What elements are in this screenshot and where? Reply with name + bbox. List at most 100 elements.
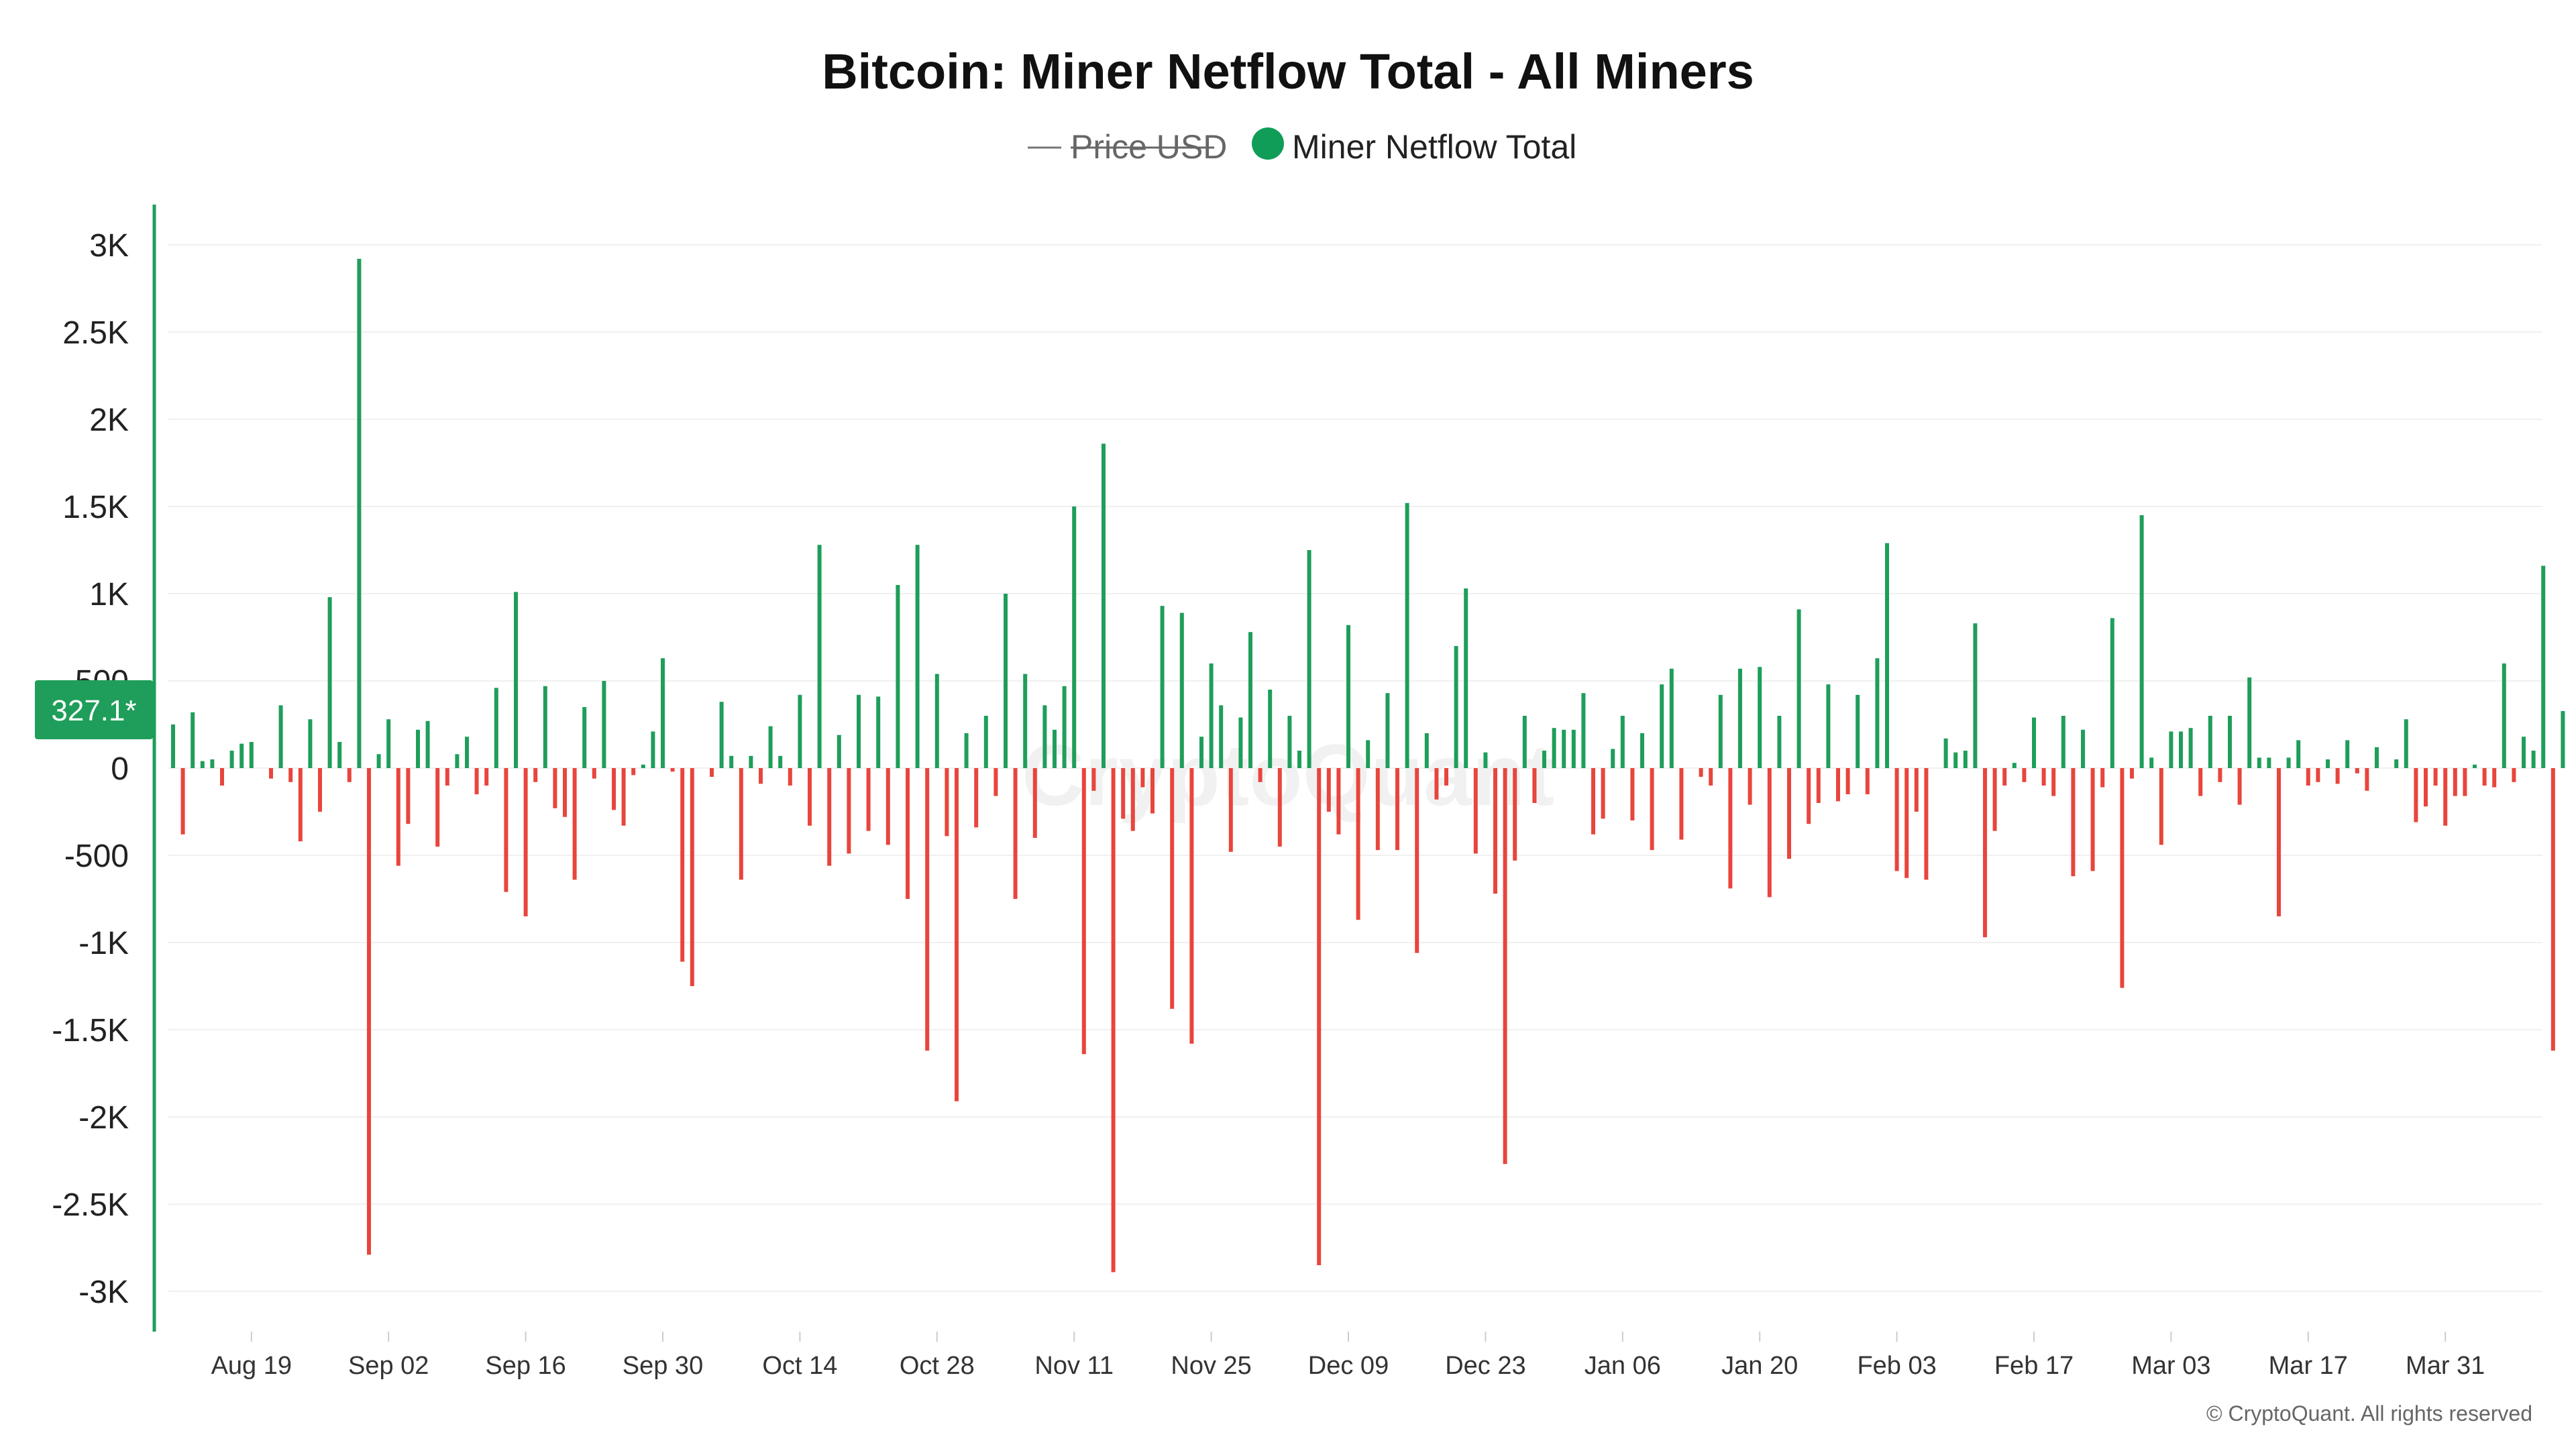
netflow-bar[interactable] [2159, 768, 2163, 845]
netflow-bar[interactable] [680, 768, 685, 962]
netflow-bar[interactable] [337, 742, 342, 768]
netflow-bar[interactable] [308, 719, 313, 768]
netflow-bar[interactable] [1571, 729, 1576, 768]
netflow-bar[interactable] [2169, 731, 2174, 768]
netflow-bar[interactable] [2551, 768, 2555, 1051]
netflow-bar[interactable] [1640, 733, 1644, 768]
netflow-bar[interactable] [1630, 768, 1635, 820]
netflow-bar[interactable] [171, 724, 175, 768]
netflow-bar[interactable] [1219, 705, 1224, 768]
netflow-bar[interactable] [582, 707, 587, 768]
netflow-bar[interactable] [1875, 658, 1880, 768]
netflow-bar[interactable] [729, 755, 734, 768]
netflow-bar[interactable] [1885, 543, 1889, 768]
netflow-bar[interactable] [1816, 768, 1821, 803]
netflow-bar[interactable] [1405, 502, 1409, 768]
netflow-bar[interactable] [906, 768, 910, 899]
netflow-bar[interactable] [1102, 443, 1106, 768]
netflow-bar[interactable] [827, 768, 832, 866]
netflow-bar[interactable] [1317, 768, 1322, 1265]
netflow-bar[interactable] [2198, 768, 2203, 796]
netflow-bar[interactable] [1140, 768, 1145, 788]
netflow-bar[interactable] [1787, 768, 1791, 859]
netflow-bar[interactable] [2355, 768, 2359, 773]
netflow-bar[interactable] [1395, 768, 1399, 851]
netflow-bar[interactable] [2149, 757, 2154, 768]
netflow-bar[interactable] [455, 754, 460, 768]
netflow-bar[interactable] [2218, 768, 2222, 782]
netflow-bar[interactable] [1023, 674, 1028, 768]
netflow-bar[interactable] [592, 768, 596, 779]
netflow-bar[interactable] [896, 585, 900, 768]
netflow-bar[interactable] [885, 768, 890, 845]
netflow-bar[interactable] [2541, 566, 2546, 768]
netflow-bar[interactable] [2110, 618, 2114, 768]
netflow-bar[interactable] [1434, 768, 1439, 800]
netflow-bar[interactable] [543, 686, 547, 768]
netflow-bar[interactable] [1179, 612, 1184, 768]
netflow-bar[interactable] [2022, 768, 2027, 782]
netflow-bar[interactable] [1679, 768, 1684, 840]
netflow-bar[interactable] [1532, 768, 1537, 803]
netflow-bar[interactable] [1807, 768, 1811, 824]
netflow-bar[interactable] [298, 768, 303, 842]
netflow-bar[interactable] [2041, 768, 2046, 786]
netflow-bar[interactable] [2404, 719, 2408, 768]
netflow-bar[interactable] [1709, 768, 1713, 786]
netflow-bar[interactable] [798, 694, 802, 768]
netflow-bar[interactable] [768, 726, 773, 768]
netflow-bar[interactable] [318, 768, 322, 812]
netflow-bar[interactable] [710, 768, 714, 777]
netflow-bar[interactable] [1297, 751, 1301, 768]
netflow-bar[interactable] [2061, 716, 2065, 768]
netflow-bar[interactable] [661, 658, 665, 768]
netflow-bar[interactable] [2306, 768, 2310, 786]
netflow-bar[interactable] [1268, 690, 1273, 768]
netflow-bar[interactable] [1601, 768, 1605, 819]
netflow-bar[interactable] [1953, 752, 1958, 768]
netflow-bar[interactable] [1992, 768, 1997, 831]
netflow-bar[interactable] [1513, 768, 1517, 861]
netflow-bar[interactable] [994, 768, 998, 796]
netflow-bar[interactable] [612, 768, 616, 810]
netflow-bar[interactable] [1004, 594, 1008, 768]
netflow-bar[interactable] [1699, 768, 1703, 777]
netflow-bar[interactable] [1904, 768, 1909, 878]
netflow-bar[interactable] [1209, 663, 1214, 768]
netflow-bar[interactable] [2473, 764, 2477, 768]
netflow-bar[interactable] [1894, 768, 1899, 871]
netflow-bar[interactable] [2228, 716, 2232, 768]
netflow-bar[interactable] [1072, 506, 1077, 768]
netflow-bar[interactable] [1865, 768, 1870, 794]
netflow-bar[interactable] [484, 768, 489, 786]
netflow-bar[interactable] [1013, 768, 1018, 899]
netflow-bar[interactable] [2443, 768, 2448, 826]
netflow-bar[interactable] [1483, 752, 1488, 768]
netflow-bar[interactable] [435, 768, 440, 847]
netflow-bar[interactable] [1748, 768, 1752, 805]
netflow-bar[interactable] [200, 761, 205, 768]
netflow-bar[interactable] [2316, 768, 2320, 782]
netflow-bar[interactable] [465, 737, 469, 768]
netflow-bar[interactable] [376, 754, 381, 768]
netflow-bar[interactable] [2002, 768, 2007, 786]
netflow-bar[interactable] [1189, 768, 1194, 1044]
netflow-bar[interactable] [1415, 768, 1419, 953]
netflow-bar[interactable] [651, 731, 655, 768]
netflow-bar[interactable] [239, 743, 244, 768]
netflow-bar[interactable] [191, 712, 195, 768]
netflow-bar[interactable] [514, 592, 518, 768]
netflow-bar[interactable] [416, 729, 420, 768]
netflow-bar[interactable] [269, 768, 273, 779]
netflow-bar[interactable] [523, 768, 528, 916]
netflow-bar[interactable] [1581, 693, 1586, 768]
netflow-bar[interactable] [2522, 737, 2526, 768]
netflow-bar[interactable] [1473, 768, 1478, 854]
netflow-bar[interactable] [857, 694, 861, 768]
netflow-bar[interactable] [974, 768, 979, 828]
netflow-bar[interactable] [1091, 768, 1096, 791]
netflow-bar[interactable] [1160, 606, 1165, 768]
netflow-bar[interactable] [2081, 729, 2085, 768]
netflow-bar[interactable] [533, 768, 538, 782]
netflow-bar[interactable] [2012, 763, 2017, 768]
